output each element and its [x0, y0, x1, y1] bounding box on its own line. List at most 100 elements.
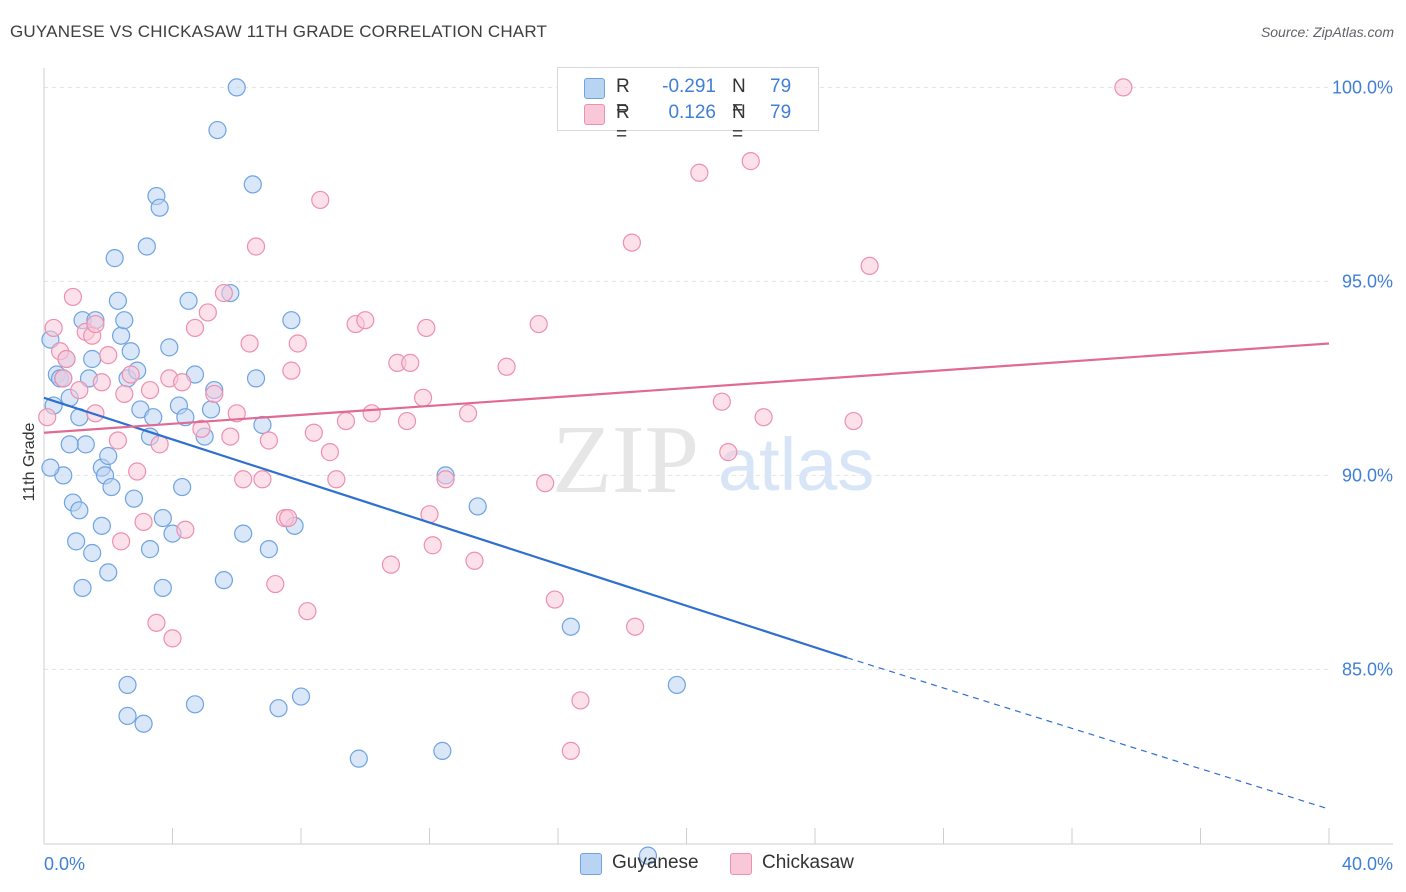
- data-point: [327, 470, 346, 489]
- data-point: [201, 400, 221, 419]
- x-tick-label: 40.0%: [1342, 854, 1393, 874]
- data-point: [234, 470, 253, 489]
- data-point: [108, 431, 127, 450]
- data-point: [282, 311, 301, 330]
- data-point: [667, 675, 686, 695]
- data-point: [381, 555, 401, 574]
- watermark: ZIP atlas: [552, 406, 874, 514]
- series-guyanese-points: [41, 78, 686, 865]
- data-point: [690, 163, 709, 182]
- legend-swatch-chickasaw: [584, 104, 605, 125]
- data-point: [246, 237, 266, 256]
- data-point: [83, 349, 102, 369]
- data-point: [362, 404, 381, 423]
- y-tick-label: 90.0%: [1342, 465, 1393, 485]
- data-point: [99, 563, 118, 582]
- y-tick-label: 100.0%: [1332, 77, 1393, 97]
- legend-n-value: 79: [770, 76, 792, 97]
- data-point: [198, 303, 217, 322]
- data-point: [266, 574, 285, 594]
- data-point: [221, 427, 240, 446]
- data-point: [259, 540, 278, 559]
- data-point: [153, 578, 172, 598]
- x-tick-label: 0.0%: [44, 854, 85, 874]
- data-point: [561, 741, 580, 760]
- data-point: [754, 408, 773, 427]
- data-point: [44, 318, 63, 338]
- data-point: [140, 540, 160, 559]
- data-point: [176, 408, 195, 427]
- data-point: [468, 497, 487, 516]
- chart-source: Source: ZipAtlas.com: [1260, 24, 1394, 40]
- data-point: [214, 571, 233, 590]
- data-point: [150, 198, 169, 217]
- data-point: [288, 334, 307, 353]
- data-point: [234, 524, 253, 543]
- data-point: [83, 543, 102, 563]
- data-point: [458, 404, 478, 423]
- data-point: [134, 512, 153, 532]
- data-point: [185, 318, 205, 338]
- y-tick-label: 85.0%: [1342, 659, 1393, 679]
- data-point: [529, 314, 548, 334]
- data-point: [86, 314, 105, 334]
- correlation-legend: R = -0.291 N = 79 R = 0.126 N = 79: [557, 67, 819, 145]
- bottom-legend-label-guyanese: Guyanese: [612, 852, 699, 873]
- chart-title: GUYANESE VS CHICKASAW 11TH GRADE CORRELA…: [10, 22, 548, 41]
- data-point: [150, 435, 169, 454]
- bottom-legend-swatch-guyanese: [580, 853, 602, 875]
- trend-line-guyanese-extension: [846, 657, 1330, 810]
- tick-labels: 100.0% 95.0% 90.0% 85.0% 0.0% 40.0%: [44, 77, 1393, 874]
- y-axis-label: 11th Grade: [21, 422, 38, 501]
- data-point: [111, 326, 131, 345]
- data-point: [860, 256, 879, 275]
- data-point: [545, 590, 564, 609]
- data-point: [625, 617, 645, 636]
- legend-swatch-guyanese: [584, 78, 605, 99]
- data-point: [192, 419, 211, 438]
- trend-lines: [43, 342, 1330, 810]
- data-point: [163, 629, 182, 648]
- data-point: [38, 408, 57, 427]
- data-point: [497, 357, 516, 376]
- data-point: [356, 311, 375, 330]
- data-point: [253, 470, 272, 489]
- series-chickasaw-points: [38, 78, 1133, 760]
- data-point: [401, 353, 420, 372]
- data-point: [638, 846, 658, 865]
- data-point: [57, 349, 76, 369]
- legend-n-label: N =: [732, 102, 746, 145]
- data-point: [121, 365, 140, 384]
- bottom-legend-swatch-chickasaw: [730, 853, 752, 875]
- data-point: [227, 78, 246, 97]
- data-point: [311, 190, 330, 210]
- y-tick-label: 95.0%: [1342, 271, 1393, 291]
- legend-r-value: 0.126: [668, 102, 716, 123]
- trend-line-chickasaw: [43, 342, 1330, 434]
- data-point: [571, 691, 590, 710]
- data-point: [108, 291, 127, 310]
- data-point: [205, 384, 224, 404]
- data-point: [41, 458, 60, 477]
- data-point: [844, 411, 863, 431]
- data-point: [561, 617, 580, 636]
- data-point: [92, 516, 111, 535]
- legend-r-label: R =: [616, 102, 630, 145]
- data-point: [349, 749, 368, 768]
- data-point: [134, 714, 153, 733]
- data-point: [54, 369, 73, 388]
- data-point: [67, 532, 86, 551]
- data-point: [121, 342, 140, 361]
- data-point: [465, 551, 484, 570]
- data-point: [147, 613, 166, 632]
- data-point: [118, 706, 137, 726]
- data-point: [153, 508, 172, 528]
- data-point: [291, 687, 311, 706]
- data-point: [417, 318, 436, 338]
- data-point: [336, 411, 356, 431]
- data-point: [243, 175, 262, 194]
- data-point: [111, 532, 131, 551]
- data-point: [741, 152, 760, 171]
- data-point: [76, 435, 95, 454]
- watermark-atlas: atlas: [718, 423, 874, 506]
